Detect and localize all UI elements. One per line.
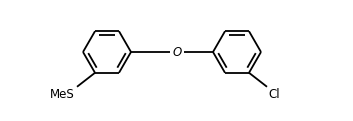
Text: MeS: MeS	[50, 88, 75, 101]
Text: Cl: Cl	[268, 88, 280, 101]
Text: O: O	[172, 45, 182, 58]
